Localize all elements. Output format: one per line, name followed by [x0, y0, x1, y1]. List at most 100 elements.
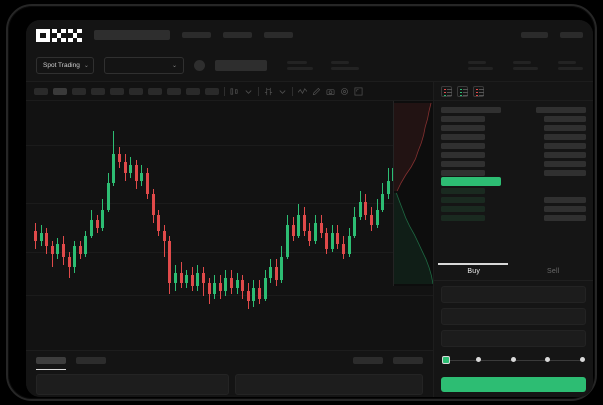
- depth-curve: [394, 101, 433, 286]
- order-book-ask-row[interactable]: [441, 159, 586, 168]
- book-layout-sell-icon[interactable]: [473, 86, 484, 97]
- nav-item-2[interactable]: [223, 32, 252, 38]
- order-book-ask-row[interactable]: [441, 168, 586, 177]
- order-book-price: [441, 134, 485, 140]
- tab-open-orders[interactable]: [36, 357, 66, 364]
- timeframe-button-7[interactable]: [167, 88, 181, 95]
- order-book-amount: [544, 143, 586, 149]
- pair-selector-dropdown[interactable]: ⌄: [104, 57, 184, 74]
- trade-form: Buy Sell: [434, 263, 593, 397]
- order-book-bid-row[interactable]: [441, 186, 586, 195]
- order-book-ask-row[interactable]: [441, 150, 586, 159]
- nav-item-1[interactable]: [182, 32, 211, 38]
- tab-order-history[interactable]: [76, 357, 106, 364]
- chart-pane: [26, 82, 433, 397]
- chevron-down-icon[interactable]: [244, 87, 253, 96]
- book-layout-buy-icon[interactable]: [457, 86, 468, 97]
- candle-body: [124, 162, 127, 173]
- order-amount-field[interactable]: [441, 308, 586, 325]
- candle-body: [90, 220, 93, 236]
- candle-body: [241, 280, 244, 291]
- buy-sell-tabs: Buy Sell: [434, 263, 593, 281]
- bottom-action-2[interactable]: [393, 357, 423, 364]
- book-layout-both-icon[interactable]: [441, 86, 452, 97]
- market-type-dropdown[interactable]: Spot Trading ⌄: [36, 57, 94, 74]
- order-total-field[interactable]: [441, 330, 586, 347]
- camera-icon[interactable]: [326, 87, 335, 96]
- amount-slider[interactable]: [442, 354, 585, 368]
- indicator-icon[interactable]: [298, 87, 307, 96]
- chevron-down-icon[interactable]: [278, 87, 287, 96]
- timeframe-button-9[interactable]: [205, 88, 219, 95]
- timeframe-button-5[interactable]: [129, 88, 143, 95]
- order-book-price: [441, 161, 485, 167]
- candle-body: [230, 278, 233, 289]
- nav-search-input[interactable]: [94, 30, 170, 40]
- order-book-ask-row[interactable]: [441, 132, 586, 141]
- stat-24h-high: [468, 61, 493, 71]
- bottom-tab-row: [26, 351, 433, 370]
- order-book-price: [441, 206, 485, 212]
- slider-step-dot[interactable]: [476, 357, 481, 362]
- toolbar-divider: [258, 87, 259, 96]
- order-book-bid-row[interactable]: [441, 195, 586, 204]
- order-book-bid-row[interactable]: [441, 213, 586, 222]
- chevron-down-icon: ⌄: [172, 62, 177, 69]
- candlestick-chart-icon[interactable]: [230, 87, 239, 96]
- order-book-ask-row[interactable]: [441, 141, 586, 150]
- nav-item-5[interactable]: [560, 32, 583, 38]
- order-book-price: [441, 177, 501, 186]
- order-book-last-price[interactable]: [441, 177, 586, 186]
- order-book-ask-row[interactable]: [441, 114, 586, 123]
- bottom-action-1[interactable]: [353, 357, 383, 364]
- tab-sell[interactable]: Sell: [514, 263, 594, 280]
- market-type-label: Spot Trading: [43, 62, 80, 69]
- okx-logo-glyph-x: [68, 29, 82, 42]
- fullscreen-icon[interactable]: [354, 87, 363, 96]
- candle-body: [376, 210, 379, 226]
- drawing-pencil-icon[interactable]: [312, 87, 321, 96]
- okx-logo[interactable]: [36, 29, 82, 42]
- order-book-rows[interactable]: [434, 101, 593, 263]
- candle-body: [180, 273, 183, 284]
- candle-body: [353, 217, 356, 235]
- nav-item-3[interactable]: [264, 32, 293, 38]
- timeframe-button-2[interactable]: [72, 88, 86, 95]
- order-price-field[interactable]: [441, 286, 586, 303]
- order-book-pane: Buy Sell: [433, 82, 593, 397]
- candle-wick: [52, 241, 53, 267]
- submit-order-button[interactable]: [441, 377, 586, 392]
- candle-body: [297, 215, 300, 236]
- timeframe-button-6[interactable]: [148, 88, 162, 95]
- device-frame: Spot Trading ⌄ ⌄: [6, 4, 597, 401]
- tab-buy[interactable]: Buy: [434, 263, 514, 280]
- timeframe-button-1[interactable]: [53, 88, 67, 95]
- order-book-column-header[interactable]: [441, 105, 586, 114]
- chart-toolbar: [26, 82, 433, 101]
- bottom-card-right[interactable]: [235, 374, 423, 395]
- candle-body: [370, 215, 373, 226]
- candle-body: [146, 173, 149, 194]
- slider-step-dot[interactable]: [545, 357, 550, 362]
- slider-handle[interactable]: [442, 356, 450, 364]
- order-book-ask-row[interactable]: [441, 123, 586, 132]
- candle-body: [202, 273, 205, 284]
- order-book-price: [441, 125, 485, 131]
- sub-header: Spot Trading ⌄ ⌄: [26, 50, 593, 82]
- order-book-amount: [544, 161, 586, 167]
- order-book-bid-row[interactable]: [441, 204, 586, 213]
- candle-body: [264, 278, 267, 299]
- bottom-card-left[interactable]: [36, 374, 229, 395]
- slider-step-dot[interactable]: [580, 357, 585, 362]
- timeframe-button-0[interactable]: [34, 88, 48, 95]
- nav-item-4[interactable]: [521, 32, 548, 38]
- timeframe-button-3[interactable]: [91, 88, 105, 95]
- order-book-amount: [544, 206, 586, 212]
- timeframe-button-8[interactable]: [186, 88, 200, 95]
- timeframe-button-4[interactable]: [110, 88, 124, 95]
- candle-body: [269, 267, 272, 278]
- bar-chart-icon[interactable]: [264, 87, 273, 96]
- settings-gear-icon[interactable]: [340, 87, 349, 96]
- body-area: Buy Sell: [26, 82, 593, 397]
- slider-step-dot[interactable]: [511, 357, 516, 362]
